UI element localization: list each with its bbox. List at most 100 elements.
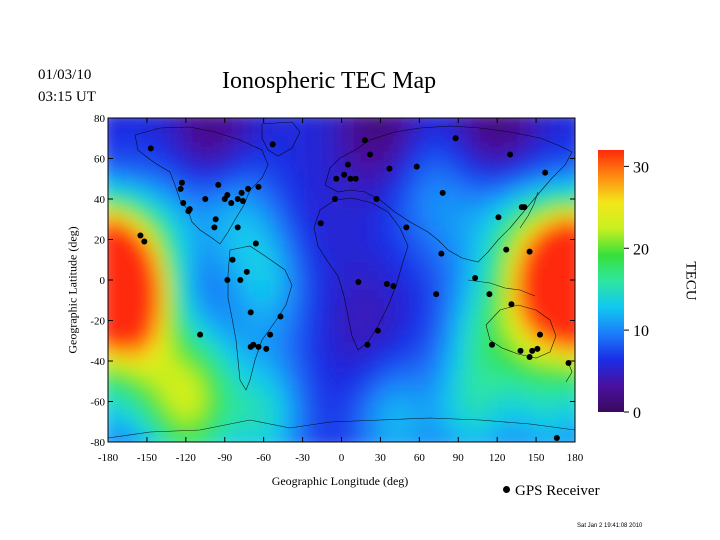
gps-receiver-point	[472, 274, 479, 281]
gps-receiver-point	[536, 331, 543, 338]
gps-receiver-point	[234, 224, 241, 231]
colorbar-unit-label: TECU	[682, 261, 699, 301]
gps-receiver-point	[565, 360, 572, 367]
y-tick-label: -20	[90, 316, 105, 328]
gps-receiver-point	[553, 434, 560, 441]
gps-receiver-point	[212, 216, 219, 223]
x-tick-label: -120	[176, 452, 197, 464]
gps-receiver-point	[243, 268, 250, 275]
gps-receiver-point	[403, 224, 410, 231]
gps-receiver-point	[186, 206, 193, 213]
gps-receiver-point	[413, 163, 420, 170]
gps-receiver-point	[347, 175, 354, 182]
gps-receiver-point	[224, 277, 231, 283]
gps-receiver-point	[508, 301, 515, 308]
gps-receiver-point	[521, 204, 528, 211]
gps-receiver-point	[526, 353, 533, 360]
gps-receiver-point	[229, 256, 236, 263]
gps-receiver-point	[263, 345, 270, 352]
gps-receiver-point	[529, 347, 536, 354]
colorbar	[598, 150, 624, 412]
gps-receiver-point	[277, 313, 284, 320]
colorbar-tick-label: 20	[633, 241, 649, 258]
gps-receiver-point	[234, 196, 241, 202]
x-axis-label: Geographic Longitude (deg)	[271, 474, 409, 488]
gps-receiver-point	[486, 291, 493, 298]
x-tick-label: 150	[528, 452, 545, 464]
x-tick-label: 90	[453, 452, 465, 464]
gps-receiver-point	[438, 250, 445, 257]
y-tick-label: 40	[94, 194, 106, 206]
gps-receiver-point	[495, 214, 502, 221]
map-date: 01/03/10	[38, 67, 92, 83]
y-tick-label: -60	[90, 397, 105, 409]
legend-label: GPS Receiver	[515, 483, 600, 499]
gps-receiver-point	[141, 238, 148, 245]
gps-receiver-point	[228, 200, 235, 207]
gps-receiver-point	[202, 196, 209, 202]
map-time: 03:15 UT	[38, 89, 96, 105]
gps-receiver-point	[252, 240, 259, 247]
x-tick-label: 0	[339, 452, 345, 464]
gps-receiver-point	[373, 196, 380, 202]
x-tick-label: -30	[295, 452, 310, 464]
gps-receiver-point	[361, 137, 368, 144]
gps-receiver-point	[177, 185, 184, 192]
legend: GPS Receiver	[503, 483, 600, 500]
y-axis-label: Geographic Latitude (deg)	[65, 226, 80, 354]
gps-receiver-point	[386, 165, 393, 172]
coastlines	[108, 121, 575, 442]
colorbar-tick-label: 10	[633, 323, 649, 340]
gps-receiver-point	[178, 179, 185, 186]
y-tick-label: 80	[94, 113, 106, 125]
gps-receiver-point	[507, 151, 514, 158]
gps-receiver-point	[245, 185, 252, 192]
colorbar-tick-label: 30	[633, 159, 649, 176]
gps-receiver-point	[224, 191, 231, 198]
y-tick-label: -40	[90, 356, 105, 368]
gps-receiver-point	[333, 175, 340, 182]
x-tick-label: 180	[567, 452, 584, 464]
gps-receiver-point	[374, 327, 381, 334]
gps-receiver-point	[215, 181, 222, 188]
y-tick-label: 60	[94, 154, 106, 166]
gps-receiver-point	[197, 331, 204, 338]
gps-receiver-point	[332, 196, 339, 202]
receiver-dot-icon	[503, 486, 510, 494]
gps-receiver-point	[317, 220, 324, 227]
gps-receiver-point	[355, 279, 362, 286]
gps-receiver-point	[137, 232, 144, 239]
gps-receiver-point	[180, 200, 187, 207]
gps-receiver-point	[352, 175, 359, 182]
gps-receiver-point	[269, 141, 276, 148]
gps-receiver-point	[239, 198, 246, 205]
gps-receivers	[137, 135, 572, 441]
footer-timestamp: Sat Jan 2 19:41:08 2010	[577, 523, 643, 529]
gps-receiver-point	[452, 135, 459, 142]
y-tick-label: -80	[90, 437, 105, 449]
gps-receiver-point	[503, 246, 510, 253]
gps-receiver-point	[526, 248, 533, 255]
gps-receiver-point	[238, 189, 245, 196]
x-tick-label: 60	[414, 452, 426, 464]
gps-receiver-point	[341, 171, 348, 178]
tec-heatmap	[108, 118, 575, 442]
gps-receiver-point	[517, 347, 524, 354]
gps-receiver-point	[237, 277, 244, 283]
y-tick-label: 20	[94, 235, 106, 247]
x-tick-label: 120	[489, 452, 506, 464]
gps-receiver-point	[534, 345, 541, 352]
gps-receiver-point	[542, 169, 549, 176]
map-title: Ionospheric TEC Map	[222, 68, 437, 94]
gps-receiver-point	[383, 281, 390, 288]
gps-receiver-point	[439, 189, 446, 196]
colorbar-tick-label: 0	[633, 405, 641, 422]
x-tick-label: -60	[256, 452, 271, 464]
gps-receiver-point	[247, 309, 254, 316]
gps-receiver-point	[390, 283, 397, 290]
gps-receiver-point	[364, 341, 371, 348]
gps-receiver-point	[433, 291, 440, 298]
x-tick-label: -180	[98, 452, 119, 464]
gps-receiver-point	[344, 161, 351, 168]
